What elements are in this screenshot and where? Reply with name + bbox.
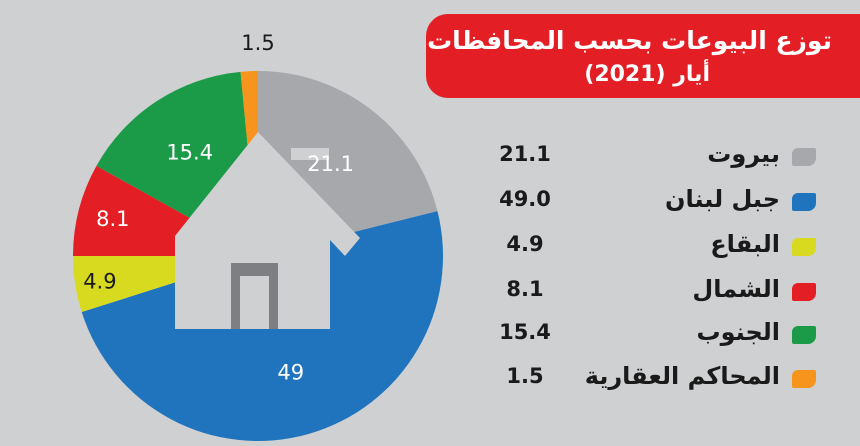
slice-label: 49 (277, 360, 304, 384)
slice-label: 1.5 (241, 31, 274, 55)
house-icon (175, 132, 360, 329)
legend-item: 4.9 البقاع (480, 230, 820, 262)
legend-swatch (792, 283, 816, 301)
legend-value: 4.9 (506, 232, 544, 256)
legend-value: 49.0 (499, 187, 551, 211)
chart-title: توزع البيوعات بحسب المحافظات (427, 26, 832, 55)
legend-item: 8.1 الشمال (480, 275, 820, 307)
legend-label: بيروت (707, 140, 780, 168)
legend-swatch (792, 148, 816, 166)
legend-item: 15.4 الجنوب (480, 318, 820, 350)
chart-subtitle: أيار (2021) (584, 62, 710, 87)
legend-label: الجنوب (696, 318, 781, 346)
legend-item: 21.1 بيروت (480, 140, 820, 172)
slice-label: 8.1 (96, 207, 129, 231)
legend-label: الشمال (692, 275, 780, 303)
slice-label: 21.1 (307, 152, 354, 176)
legend-label: جبل لبنان (665, 185, 780, 213)
slice-label: 15.4 (166, 140, 213, 164)
legend-item: 49.0 جبل لبنان (480, 185, 820, 217)
legend-value: 21.1 (499, 142, 551, 166)
legend-value: 15.4 (499, 320, 551, 344)
legend-label: البقاع (710, 230, 780, 258)
legend-swatch (792, 238, 816, 256)
legend-value: 1.5 (506, 364, 544, 388)
legend-label: المحاكم العقارية (584, 362, 780, 390)
legend-item: 1.5 المحاكم العقارية (480, 362, 820, 394)
legend-swatch (792, 326, 816, 344)
legend-swatch (792, 193, 816, 211)
legend-swatch (792, 370, 816, 388)
chart-title-box: توزع البيوعات بحسب المحافظات أيار (2021) (426, 14, 860, 98)
slice-label: 4.9 (83, 270, 116, 294)
legend-value: 8.1 (506, 277, 544, 301)
house-door (231, 263, 278, 329)
